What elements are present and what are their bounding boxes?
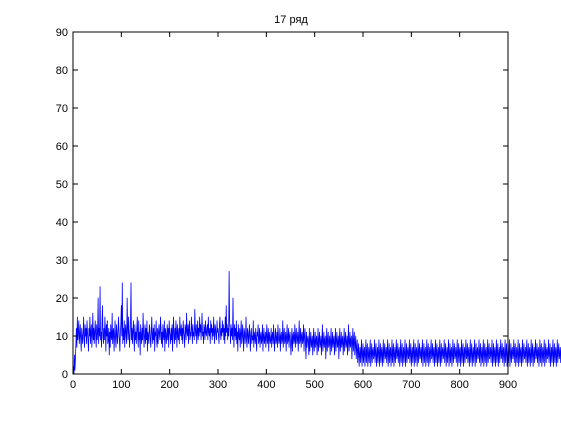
x-tick-label: 500 bbox=[305, 379, 323, 391]
x-tick-label: 400 bbox=[257, 379, 275, 391]
y-tick-label: 10 bbox=[56, 331, 68, 343]
y-tick-label: 0 bbox=[62, 369, 68, 381]
plot-area bbox=[73, 32, 508, 374]
y-tick-label: 80 bbox=[56, 65, 68, 77]
x-tick-label: 800 bbox=[450, 379, 468, 391]
y-tick-label: 90 bbox=[56, 27, 68, 39]
series-line-0 bbox=[73, 271, 561, 375]
axes-layer: 0 100 200 300 400 500 600 700 800 900 0 10 20 30 40 50 6… bbox=[56, 27, 517, 391]
y-tick-label: 30 bbox=[56, 255, 68, 267]
x-tick-label: 300 bbox=[209, 379, 227, 391]
x-tick-label: 200 bbox=[160, 379, 178, 391]
x-tick-label: 0 bbox=[70, 379, 76, 391]
chart-title: 17 ряд bbox=[274, 14, 308, 26]
x-tick-label: 700 bbox=[402, 379, 420, 391]
axes-box bbox=[72, 31, 509, 375]
y-tick-label: 40 bbox=[56, 217, 68, 229]
y-tick-label: 50 bbox=[56, 179, 68, 191]
y-tick-label: 70 bbox=[56, 103, 68, 115]
y-tick-label: 20 bbox=[56, 293, 68, 305]
y-tick-label: 60 bbox=[56, 141, 68, 153]
x-tick-label: 600 bbox=[354, 379, 372, 391]
series-layer bbox=[73, 271, 561, 375]
x-tick-label: 900 bbox=[499, 379, 517, 391]
x-tick-label: 100 bbox=[112, 379, 130, 391]
